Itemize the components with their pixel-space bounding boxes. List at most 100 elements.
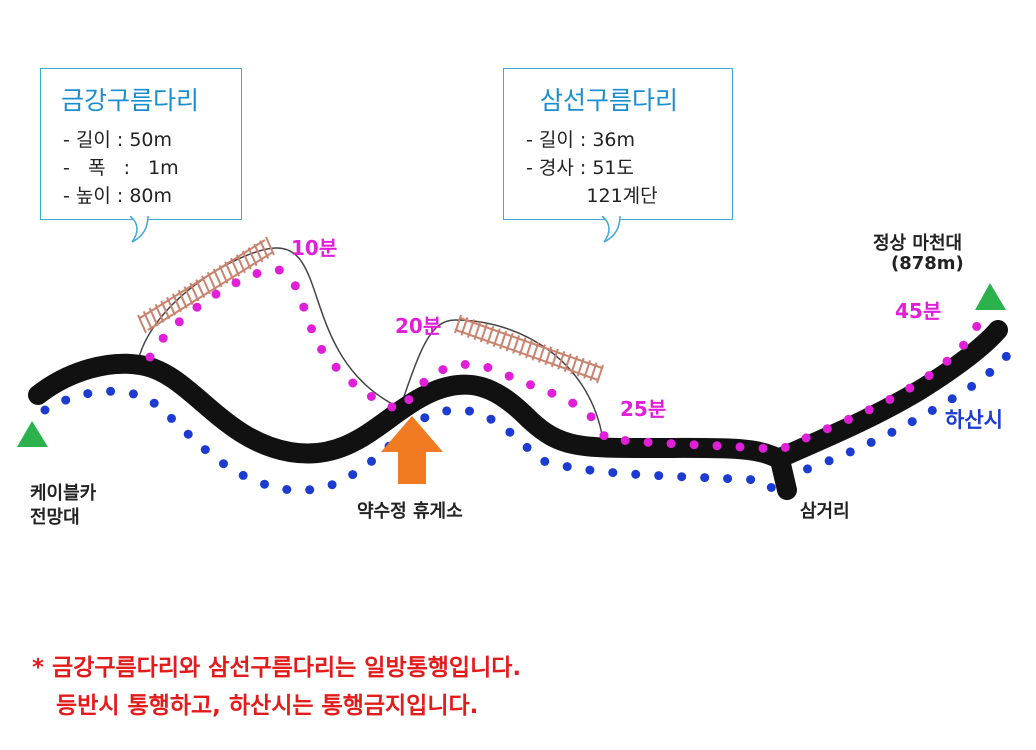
bridge-rung <box>218 264 229 284</box>
triangle-marker-icon <box>975 283 1006 310</box>
ascent-dot <box>666 439 676 449</box>
ascent-dot <box>568 398 578 408</box>
descent-dot <box>61 395 71 405</box>
descent-dot <box>654 471 664 481</box>
ascent-dot <box>274 265 284 275</box>
descent-dot <box>327 480 337 490</box>
ascent-dot <box>905 383 915 393</box>
descent-dot <box>183 429 193 439</box>
descent-dot <box>1001 351 1011 361</box>
ascent-dot <box>387 402 397 412</box>
descent-dot <box>305 485 315 495</box>
descent-dot <box>420 413 430 423</box>
bridge-icon <box>454 314 604 384</box>
summit-elevation: (878m) <box>891 253 964 274</box>
time-label: 45분 <box>895 299 942 323</box>
bridge-rung <box>230 257 241 277</box>
bridge-rung <box>518 337 527 357</box>
junction-label: 삼거리 <box>800 501 850 522</box>
descent-dot <box>677 472 687 482</box>
bridge-rung <box>550 348 559 368</box>
bridge-rung <box>166 296 177 316</box>
ascent-dot <box>366 392 376 401</box>
bridge-rung <box>499 330 508 350</box>
ascent-dot <box>864 405 874 415</box>
bridge-spec: 121계단 <box>526 185 658 207</box>
bridge-rung <box>148 307 159 327</box>
ascent-dot <box>145 352 155 362</box>
ascent-dot <box>735 442 745 452</box>
ascent-dot <box>290 281 300 291</box>
ascent-dot <box>780 442 790 452</box>
descent-dot <box>128 389 138 399</box>
ascent-dot <box>822 424 832 434</box>
ascent-dot <box>586 412 596 422</box>
ascent-dot <box>599 431 609 441</box>
bridge-title: 삼선구름다리 <box>540 86 679 115</box>
callout-tail <box>129 216 149 243</box>
rest-area-label: 약수정 휴게소 <box>357 501 463 522</box>
ascent-dot <box>299 302 309 312</box>
bridge-rung <box>544 346 553 366</box>
ascent-dot <box>419 377 429 387</box>
main-trail <box>28 320 1008 500</box>
bridge-rung <box>235 254 246 274</box>
descent-dot <box>887 427 897 437</box>
start-label: 케이블카 <box>30 483 97 504</box>
triangle-marker-icon <box>17 421 48 447</box>
bridge-rung <box>224 261 235 281</box>
summit-label: 정상 마천대 <box>873 233 963 254</box>
descent-dot <box>927 405 937 415</box>
descent-dot <box>700 473 710 483</box>
start-label: 전망대 <box>30 507 80 528</box>
bridge-icon <box>137 236 275 334</box>
time-label: 20분 <box>395 314 442 338</box>
ascent-dot <box>689 440 699 450</box>
ascent-dot <box>404 395 414 405</box>
ascent-dot <box>252 269 262 278</box>
descent-dot <box>866 437 876 447</box>
ascent-dot <box>158 333 168 343</box>
bridge-spec: - 높이 : 80m <box>63 185 173 207</box>
ascent-dot <box>758 443 768 453</box>
ascent-route-dots <box>145 265 982 453</box>
descent-dot <box>367 456 376 466</box>
ascent-dot <box>924 371 934 381</box>
bridge-title: 금강구름다리 <box>61 86 200 115</box>
descent-dot <box>608 468 618 478</box>
descent-dot <box>149 398 159 408</box>
descent-dot <box>562 462 572 472</box>
time-label: 25분 <box>620 397 667 421</box>
descent-dot <box>348 470 358 480</box>
ascent-dot <box>192 302 202 312</box>
descent-dot <box>985 367 995 377</box>
ascent-dot <box>801 433 811 443</box>
up-arrow-icon <box>381 416 443 484</box>
bridge-rung <box>454 314 462 334</box>
bridge-spec: - 길이 : 36m <box>526 129 636 151</box>
bridge-rung <box>492 328 501 347</box>
bridge-rung <box>189 282 200 302</box>
bridge-spec: - 폭 : 1m <box>63 157 179 179</box>
bridge-rung <box>154 303 165 323</box>
descent-dot <box>505 427 515 437</box>
ascent-dot <box>307 324 316 334</box>
descent-dot <box>631 469 641 479</box>
descent-dot <box>907 417 917 427</box>
descent-dot <box>746 475 756 485</box>
bridge-rung <box>195 279 206 298</box>
bridge-rung <box>466 319 475 338</box>
ascent-dot <box>712 441 722 451</box>
descent-dot <box>465 406 474 416</box>
bridge-rung <box>525 339 533 359</box>
bridge-rung <box>142 311 153 330</box>
ascent-dot <box>348 378 358 388</box>
bridge-spec: - 길이 : 50m <box>63 129 173 151</box>
bridge-rung <box>537 344 546 363</box>
note-line: 등반시 통행하고, 하산시는 통행금지입니다. <box>32 693 479 719</box>
ascent-dot <box>331 362 341 372</box>
bridge-rung <box>505 332 514 352</box>
bridge-rung <box>596 364 604 384</box>
descent-dot <box>167 413 176 423</box>
